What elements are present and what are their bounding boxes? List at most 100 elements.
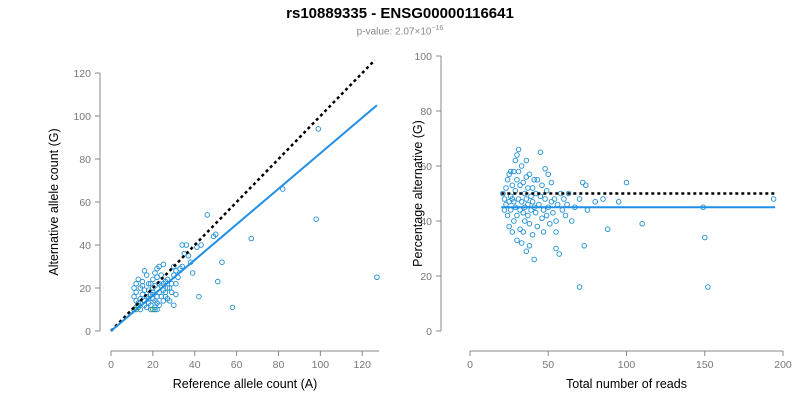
data-point xyxy=(532,209,539,216)
y-tick-label: 60 xyxy=(79,197,91,209)
data-point xyxy=(156,263,162,270)
data-point xyxy=(506,223,512,230)
x-tick-label: 40 xyxy=(189,359,201,371)
x-tick-label: 0 xyxy=(108,359,114,371)
data-point xyxy=(145,280,152,287)
data-point xyxy=(523,248,530,254)
data-point xyxy=(514,237,520,243)
data-point xyxy=(515,168,522,175)
data-point xyxy=(511,198,517,205)
y-tick-label: 100 xyxy=(414,51,432,63)
y-tick-label: 80 xyxy=(420,106,432,118)
y-tick-label: 20 xyxy=(420,271,432,283)
data-point xyxy=(183,242,190,248)
data-point xyxy=(517,182,523,188)
data-point xyxy=(162,293,169,300)
data-point xyxy=(173,280,179,287)
data-point xyxy=(581,242,587,249)
data-point xyxy=(160,261,167,268)
data-point xyxy=(507,168,514,175)
reference-line xyxy=(110,59,376,332)
data-point xyxy=(152,270,158,276)
y-tick-label: 120 xyxy=(73,68,91,80)
data-point xyxy=(374,274,380,281)
data-point xyxy=(702,234,708,241)
data-point xyxy=(504,176,511,183)
data-point xyxy=(531,176,537,183)
data-point xyxy=(315,126,322,132)
data-point xyxy=(173,291,179,298)
data-point xyxy=(526,171,533,177)
data-point xyxy=(504,212,511,219)
data-point xyxy=(542,165,548,172)
data-point xyxy=(523,174,530,180)
data-point xyxy=(522,218,528,224)
data-point xyxy=(501,207,508,213)
data-point xyxy=(139,291,146,298)
data-point xyxy=(579,179,586,186)
chart-subtitle: p-value: 2.07×10−16 xyxy=(0,25,800,37)
data-point xyxy=(194,244,200,250)
y-tick-label: 100 xyxy=(73,111,91,123)
chart-title: rs10889335 - ENSG00000116641 xyxy=(286,5,514,22)
data-point xyxy=(509,182,516,188)
data-point xyxy=(204,212,211,218)
pvalue-exponent: −16 xyxy=(431,25,444,32)
y-axis-label: Percentage alternative (G) xyxy=(411,120,425,267)
data-point xyxy=(576,196,583,202)
data-point xyxy=(166,285,173,291)
data-point xyxy=(196,293,202,300)
data-point xyxy=(133,289,139,296)
data-point xyxy=(536,201,542,208)
data-point xyxy=(511,218,517,224)
data-point xyxy=(517,226,523,232)
data-point xyxy=(526,220,533,227)
data-point xyxy=(565,190,572,197)
data-point xyxy=(564,201,570,208)
data-point xyxy=(600,196,606,202)
data-point xyxy=(525,201,531,208)
data-point xyxy=(512,157,519,164)
data-point xyxy=(279,186,286,192)
y-tick-label: 80 xyxy=(79,154,91,166)
allele-count-scatter: 0 20 40 60 80 100 120 0 20 40 60 80 100 120 Reference … xyxy=(47,59,380,391)
x-tick-label: 200 xyxy=(774,359,792,371)
data-point xyxy=(548,179,555,186)
data-point xyxy=(543,187,550,194)
fit-line xyxy=(110,104,378,332)
data-point xyxy=(160,298,167,304)
x-tick-label: 100 xyxy=(312,359,330,371)
data-point xyxy=(540,207,547,213)
data-point xyxy=(529,231,536,238)
data-point xyxy=(556,251,562,257)
data-point xyxy=(143,304,150,311)
data-point xyxy=(553,245,559,252)
data-point xyxy=(543,212,550,219)
data-point xyxy=(559,207,566,213)
data-point xyxy=(168,289,175,296)
data-point xyxy=(150,276,156,283)
data-point xyxy=(518,240,525,246)
data-point xyxy=(547,220,553,227)
data-point xyxy=(523,157,530,164)
data-point xyxy=(770,196,777,202)
x-tick-label: 60 xyxy=(231,359,243,371)
y-axis-label: Alternative allele count (G) xyxy=(47,128,61,275)
data-point xyxy=(181,250,188,257)
data-point xyxy=(141,268,148,274)
data-point xyxy=(171,263,177,270)
data-point xyxy=(248,235,255,242)
data-point xyxy=(514,176,520,183)
data-point xyxy=(137,285,144,291)
data-point xyxy=(212,231,219,237)
data-point xyxy=(179,263,185,270)
data-point xyxy=(166,298,173,304)
data-point xyxy=(158,272,164,278)
data-point xyxy=(507,207,514,213)
data-point xyxy=(148,280,154,287)
data-point xyxy=(553,218,559,224)
highlight-point xyxy=(150,306,156,313)
data-point xyxy=(154,293,160,300)
data-point xyxy=(539,182,545,188)
